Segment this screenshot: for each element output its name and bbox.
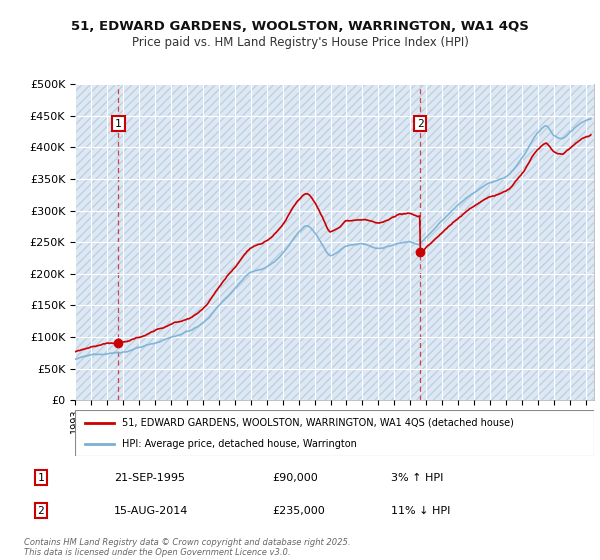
Text: 1: 1 [115, 119, 122, 129]
FancyBboxPatch shape [75, 410, 594, 456]
Text: Contains HM Land Registry data © Crown copyright and database right 2025.
This d: Contains HM Land Registry data © Crown c… [24, 538, 350, 557]
Text: 2: 2 [417, 119, 424, 129]
Text: 15-AUG-2014: 15-AUG-2014 [114, 506, 188, 516]
Text: £90,000: £90,000 [272, 473, 318, 483]
Text: 2: 2 [38, 506, 44, 516]
Text: 1: 1 [38, 473, 44, 483]
Text: 11% ↓ HPI: 11% ↓ HPI [391, 506, 450, 516]
Text: Price paid vs. HM Land Registry's House Price Index (HPI): Price paid vs. HM Land Registry's House … [131, 36, 469, 49]
Text: 3% ↑ HPI: 3% ↑ HPI [391, 473, 443, 483]
Text: 51, EDWARD GARDENS, WOOLSTON, WARRINGTON, WA1 4QS: 51, EDWARD GARDENS, WOOLSTON, WARRINGTON… [71, 20, 529, 32]
Text: HPI: Average price, detached house, Warrington: HPI: Average price, detached house, Warr… [122, 439, 356, 449]
Text: 51, EDWARD GARDENS, WOOLSTON, WARRINGTON, WA1 4QS (detached house): 51, EDWARD GARDENS, WOOLSTON, WARRINGTON… [122, 418, 514, 428]
Text: £235,000: £235,000 [272, 506, 325, 516]
Text: 21-SEP-1995: 21-SEP-1995 [114, 473, 185, 483]
